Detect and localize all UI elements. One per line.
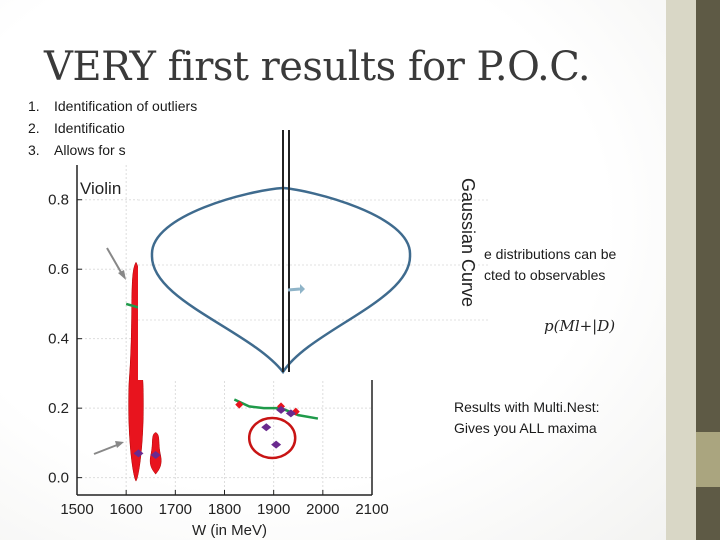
x-tick-label: 2000 (306, 501, 339, 518)
multinest-note: Results with Multi.Nest: Gives you ALL m… (454, 397, 599, 439)
bullet-text: Identification of outliers (54, 98, 198, 114)
pointer-arrowhead-icon (115, 441, 124, 448)
arrow-icon (287, 287, 301, 292)
data-point-purple (276, 405, 287, 414)
data-point-purple (150, 451, 161, 460)
y-tick-label: 0.2 (48, 400, 69, 417)
x-tick-label: 1700 (159, 501, 192, 518)
violin-outline-shape (150, 186, 412, 375)
data-point-purple (261, 423, 272, 432)
data-point-red (235, 400, 244, 409)
x-tick-label: 1600 (109, 501, 142, 518)
y-tick-label: 0.0 (48, 470, 69, 487)
bullet-number: 1. (28, 98, 40, 114)
slide-title: VERY first results for P.O.C. (44, 44, 591, 90)
y-tick-label: 0.6 (48, 261, 69, 278)
fit-line (233, 398, 319, 420)
multinest-note-line: Gives you ALL maxima (454, 420, 597, 436)
y-tick-label: 0.8 (48, 192, 69, 209)
bullet-text: Allows for s (54, 142, 126, 158)
x-tick-label: 1500 (60, 501, 93, 518)
x-tick-label: 1800 (208, 501, 241, 518)
bullet-number: 2. (28, 120, 40, 136)
data-point-purple (285, 409, 296, 418)
x-tick-label: 1900 (257, 501, 290, 518)
bullet-list: 1. Identification of outliers 2. Identific… (28, 95, 197, 161)
decor-bar-light (666, 0, 696, 540)
pointer-arrow-icon (106, 247, 123, 275)
bullet-item: 3. Allows for s (28, 139, 197, 161)
pointer-arrow-icon (93, 444, 118, 455)
decor-block (696, 432, 720, 487)
arrow-head-icon (300, 284, 305, 294)
highlight-circle (247, 416, 297, 460)
distribution-note: e distributions can be cted to observabl… (484, 244, 616, 286)
posterior-formula: p(Ml+|D) (544, 317, 615, 335)
data-point-purple (271, 440, 282, 449)
multinest-note-line: Results with Multi.Nest: (454, 399, 600, 415)
y-tick-label: 0.4 (48, 331, 69, 348)
bullet-item: 2. Identificatio (28, 117, 197, 139)
overlay-gridlines (138, 199, 490, 321)
violin-label: Violin (80, 179, 121, 198)
x-tick-label: 2100 (355, 501, 388, 518)
x-axis-label: W (in MeV) (192, 522, 267, 539)
distribution-note-line: cted to observables (484, 267, 606, 283)
gaussian-curve-label: Gaussian Curve (458, 178, 478, 307)
pointer-arrowhead-icon (118, 270, 126, 280)
data-point-purple (133, 449, 144, 458)
distribution-note-line: e distributions can be (484, 246, 617, 262)
bullet-item: 1. Identification of outliers (28, 95, 197, 117)
bullet-number: 3. (28, 142, 40, 158)
violin-overlay-panel (138, 118, 490, 380)
bullet-text: Identificatio (54, 120, 125, 136)
